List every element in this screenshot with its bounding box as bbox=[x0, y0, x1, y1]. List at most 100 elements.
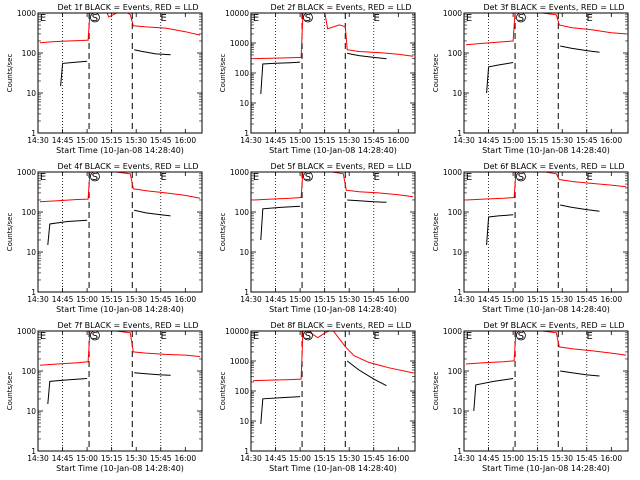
x-tick-label: 15:00 bbox=[502, 136, 524, 145]
end-marker-label: E bbox=[466, 331, 472, 342]
y-tick-label: 1000 bbox=[443, 9, 462, 18]
end-marker-label: E bbox=[587, 13, 593, 24]
lld-series-line bbox=[465, 13, 627, 46]
x-tick-label: 15:30 bbox=[551, 136, 573, 145]
x-tick-label: 16:00 bbox=[600, 136, 622, 145]
x-tick-label: 15:30 bbox=[338, 454, 360, 463]
events-series-line bbox=[134, 372, 171, 376]
plot-frame bbox=[463, 330, 629, 452]
y-tick-label: 10 bbox=[239, 99, 249, 108]
x-tick-label: 15:45 bbox=[150, 136, 172, 145]
x-tick-label: 14:45 bbox=[52, 295, 74, 304]
events-series-line bbox=[486, 214, 514, 246]
x-tick-label: 15:30 bbox=[125, 136, 147, 145]
events-series-line bbox=[347, 52, 387, 60]
x-axis-title: Start Time (10-Jan-08 14:28:40) bbox=[56, 305, 184, 314]
lld-series-line bbox=[39, 331, 201, 366]
x-tick-label: 16:00 bbox=[600, 295, 622, 304]
detector-panel: Det 7f BLACK = Events, RED = LLD Counts/s… bbox=[6, 321, 203, 473]
start-marker-label: S bbox=[305, 13, 311, 24]
y-tick-label: 100 bbox=[448, 49, 463, 58]
y-tick-label: 100 bbox=[22, 208, 37, 217]
y-tick-label: 10000 bbox=[225, 327, 249, 336]
end-marker-label: E bbox=[253, 172, 259, 183]
x-tick-label: 15:30 bbox=[338, 295, 360, 304]
events-series-line bbox=[560, 370, 600, 377]
y-tick-label: 10 bbox=[26, 248, 36, 257]
x-tick-label: 15:15 bbox=[314, 295, 336, 304]
x-tick-label: 14:30 bbox=[453, 454, 475, 463]
y-tick-label: 100 bbox=[22, 49, 37, 58]
panel-title: Det 1f BLACK = Events, RED = LLD bbox=[57, 3, 198, 12]
detector-panel: Det 2f BLACK = Events, RED = LLD Counts/s… bbox=[219, 3, 416, 155]
end-marker-label: E bbox=[374, 172, 380, 183]
x-tick-label: 15:15 bbox=[527, 136, 549, 145]
x-tick-label: 16:00 bbox=[387, 454, 409, 463]
y-axis-label: Counts/sec bbox=[219, 372, 227, 411]
x-tick-label: 15:45 bbox=[576, 136, 598, 145]
x-tick-label: 14:45 bbox=[52, 136, 74, 145]
x-tick-label: 15:15 bbox=[314, 454, 336, 463]
y-tick-label: 100 bbox=[235, 69, 250, 78]
y-tick-label: 100 bbox=[22, 367, 37, 376]
end-marker-label: E bbox=[253, 13, 259, 24]
start-marker-label: S bbox=[518, 172, 524, 183]
detector-panel: Det 5f BLACK = Events, RED = LLD Counts/s… bbox=[219, 162, 416, 314]
events-series-line bbox=[47, 219, 88, 246]
x-tick-label: 15:00 bbox=[289, 295, 311, 304]
events-series-line bbox=[473, 378, 514, 412]
y-tick-label: 1000 bbox=[230, 357, 249, 366]
lld-series-line bbox=[252, 13, 414, 60]
lld-series-line bbox=[465, 172, 627, 201]
x-tick-label: 14:30 bbox=[240, 136, 262, 145]
y-tick-label: 1 bbox=[457, 447, 462, 456]
x-tick-label: 15:45 bbox=[150, 295, 172, 304]
x-tick-label: 15:00 bbox=[76, 136, 98, 145]
x-tick-label: 15:30 bbox=[551, 454, 573, 463]
x-tick-label: 14:45 bbox=[478, 454, 500, 463]
x-axis-title: Start Time (10-Jan-08 14:28:40) bbox=[269, 305, 397, 314]
y-axis-label: Counts/sec bbox=[6, 372, 14, 411]
detector-panel: Det 8f BLACK = Events, RED = LLD Counts/s… bbox=[219, 321, 416, 473]
x-tick-label: 15:45 bbox=[576, 295, 598, 304]
detector-panel: Det 4f BLACK = Events, RED = LLD Counts/s… bbox=[6, 162, 203, 314]
events-series-line bbox=[486, 62, 514, 94]
y-tick-label: 1 bbox=[244, 447, 249, 456]
x-tick-label: 14:45 bbox=[52, 454, 74, 463]
plot-frame bbox=[37, 330, 203, 452]
events-series-line bbox=[560, 45, 600, 53]
y-tick-label: 1 bbox=[244, 288, 249, 297]
x-axis-title: Start Time (10-Jan-08 14:28:40) bbox=[482, 464, 610, 473]
events-series-line bbox=[560, 204, 600, 212]
detector-panel: Det 6f BLACK = Events, RED = LLD Counts/s… bbox=[432, 162, 629, 314]
x-tick-label: 14:45 bbox=[265, 136, 287, 145]
events-series-line bbox=[47, 378, 88, 405]
y-tick-label: 1000 bbox=[230, 168, 249, 177]
x-tick-label: 15:00 bbox=[289, 454, 311, 463]
lld-series-line bbox=[39, 172, 201, 203]
y-tick-label: 1 bbox=[31, 447, 36, 456]
end-marker-label: E bbox=[40, 331, 46, 342]
x-tick-label: 16:00 bbox=[174, 454, 196, 463]
x-tick-label: 14:45 bbox=[478, 295, 500, 304]
end-marker-label: E bbox=[40, 172, 46, 183]
y-tick-label: 1 bbox=[31, 288, 36, 297]
x-axis-title: Start Time (10-Jan-08 14:28:40) bbox=[269, 146, 397, 155]
y-tick-label: 1000 bbox=[443, 327, 462, 336]
plot-frame bbox=[250, 330, 416, 452]
x-tick-label: 14:45 bbox=[265, 295, 287, 304]
events-series-line bbox=[347, 199, 387, 203]
y-axis-label: Counts/sec bbox=[432, 54, 440, 93]
start-marker-label: S bbox=[305, 331, 311, 342]
start-marker-label: S bbox=[518, 13, 524, 24]
panel-title: Det 7f BLACK = Events, RED = LLD bbox=[57, 321, 198, 330]
detector-panel: Det 1f BLACK = Events, RED = LLD Counts/s… bbox=[6, 3, 203, 155]
x-tick-label: 15:30 bbox=[125, 295, 147, 304]
detector-panel: Det 9f BLACK = Events, RED = LLD Counts/s… bbox=[432, 321, 629, 473]
x-tick-label: 16:00 bbox=[387, 295, 409, 304]
end-marker-label: E bbox=[253, 331, 259, 342]
events-series-line bbox=[260, 205, 301, 241]
x-tick-label: 16:00 bbox=[600, 454, 622, 463]
x-tick-label: 15:45 bbox=[363, 295, 385, 304]
